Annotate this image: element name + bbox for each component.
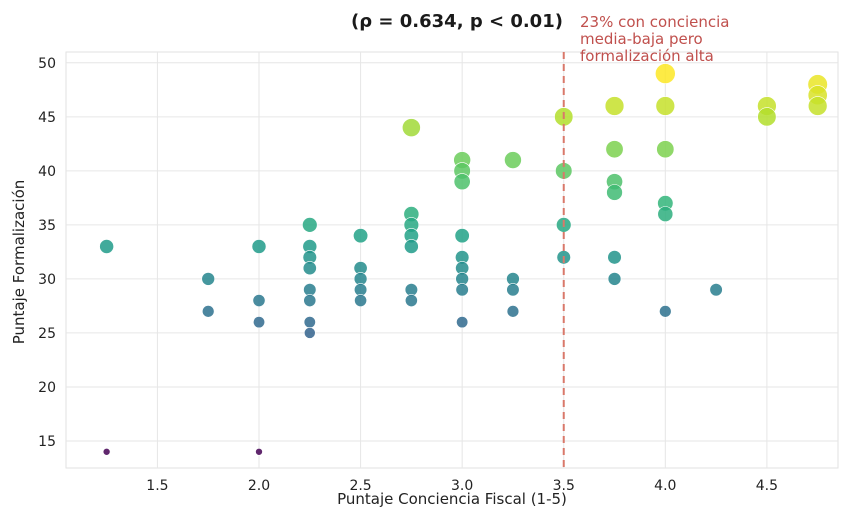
x-tick-label: 2.0 — [248, 478, 270, 494]
y-axis-label: Puntaje Formalización — [10, 180, 28, 345]
data-point — [655, 96, 676, 116]
data-point — [659, 305, 672, 318]
data-point — [504, 151, 522, 169]
data-point — [404, 239, 419, 254]
x-axis-label: Puntaje Conciencia Fiscal (1-5) — [337, 490, 567, 508]
plot-area — [65, 51, 839, 469]
data-point — [456, 316, 469, 329]
data-point — [709, 283, 723, 297]
data-point — [401, 118, 421, 138]
data-point — [605, 140, 624, 159]
data-point — [506, 305, 520, 318]
x-tick-labels: 1.5 2.0 2.5 3.0 3.5 4.0 4.5 — [146, 478, 778, 494]
annotation-line-1: 23% con conciencia — [580, 13, 730, 31]
x-tick-label: 4.0 — [654, 478, 676, 494]
y-tick-labels: 15 20 25 30 35 40 45 50 — [38, 56, 56, 450]
data-point — [404, 283, 418, 297]
data-point — [252, 316, 266, 329]
data-point — [303, 294, 317, 307]
chart-title: (ρ = 0.634, p < 0.01) — [351, 11, 563, 32]
data-point — [455, 283, 469, 297]
data-point — [303, 316, 316, 329]
data-point — [252, 294, 266, 307]
data-point — [353, 228, 369, 244]
data-point — [604, 96, 625, 116]
data-point — [303, 327, 316, 339]
y-tick-label: 50 — [38, 56, 56, 72]
data-point — [302, 217, 318, 233]
data-point — [454, 228, 470, 244]
data-point — [606, 184, 623, 201]
x-tick-label: 3.5 — [553, 478, 575, 494]
data-point — [354, 294, 367, 307]
data-point — [607, 272, 622, 286]
y-tick-label: 35 — [38, 218, 56, 234]
y-tick-label: 30 — [38, 272, 56, 288]
annotation-line-2: media-baja pero — [580, 30, 703, 48]
annotation-line-3: formalización alta — [580, 47, 714, 65]
data-point — [807, 96, 828, 116]
data-point — [657, 206, 674, 222]
data-point — [607, 250, 622, 265]
y-tick-label: 15 — [38, 434, 56, 450]
y-tick-label: 45 — [38, 110, 56, 126]
data-point — [656, 140, 675, 159]
data-point — [201, 272, 215, 286]
grid — [66, 52, 838, 468]
x-tick-label: 1.5 — [146, 478, 168, 494]
y-tick-label: 40 — [38, 164, 56, 180]
x-tick-label: 2.5 — [349, 478, 371, 494]
data-point — [353, 283, 368, 297]
data-points — [99, 63, 828, 456]
data-point — [99, 239, 114, 254]
data-point — [201, 305, 215, 318]
data-point — [255, 447, 263, 456]
data-point — [453, 173, 471, 191]
x-tick-label: 4.5 — [756, 478, 778, 494]
y-tick-label: 25 — [38, 326, 56, 342]
data-point — [302, 261, 317, 276]
data-point — [251, 239, 267, 254]
data-point — [757, 107, 777, 127]
data-point — [506, 283, 520, 297]
data-point — [102, 447, 111, 456]
data-point — [303, 283, 317, 297]
data-point — [404, 294, 418, 307]
x-tick-label: 3.0 — [451, 478, 473, 494]
y-tick-label: 20 — [38, 380, 56, 396]
data-point — [655, 63, 676, 84]
